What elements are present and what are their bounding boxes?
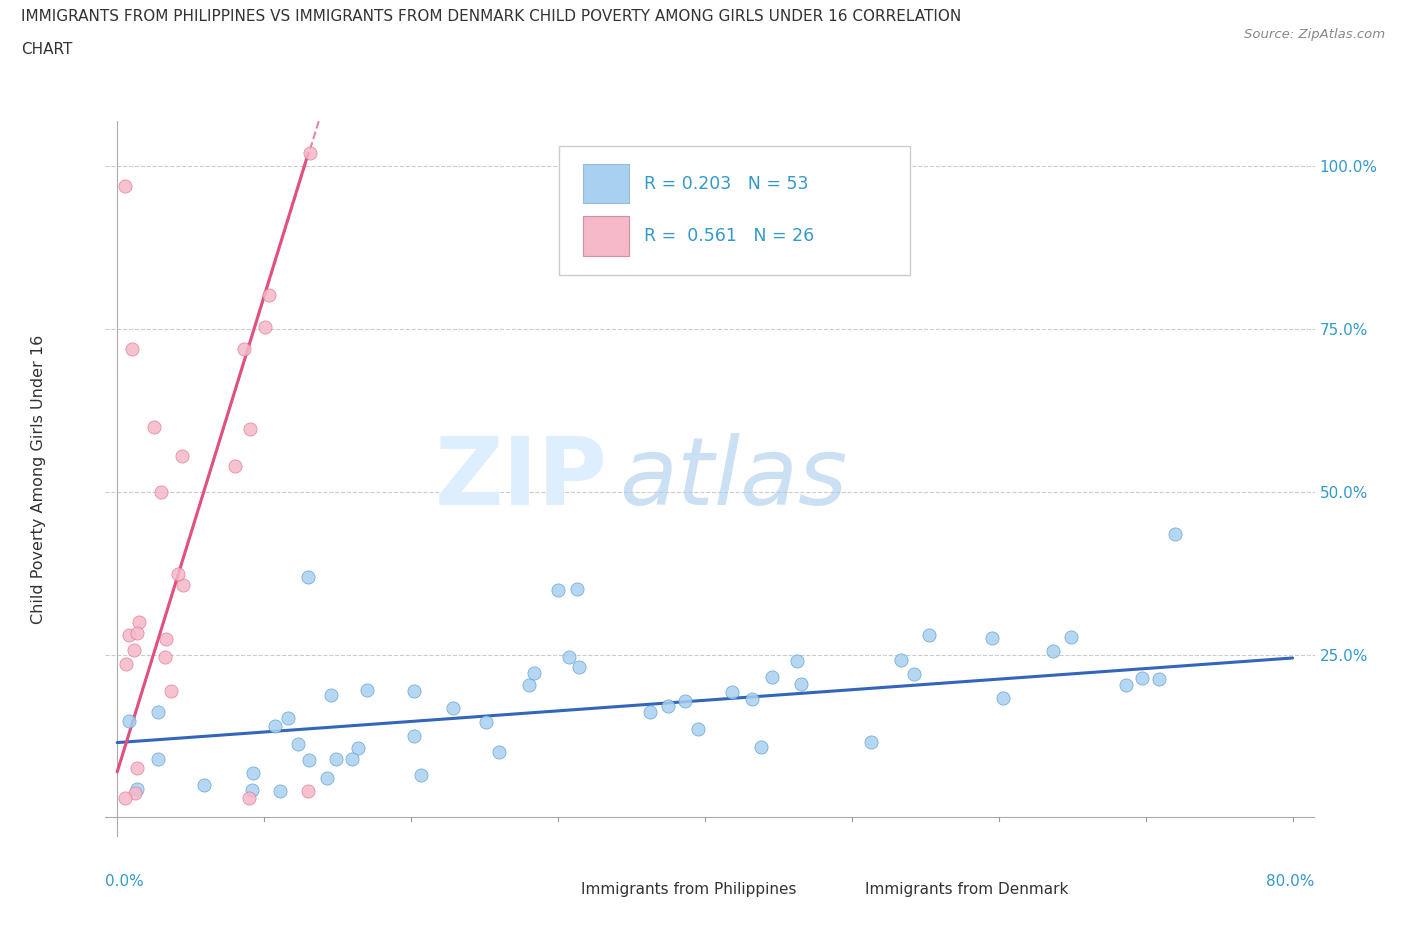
Point xyxy=(340,751,363,766)
Text: Immigrants from Denmark: Immigrants from Denmark xyxy=(865,882,1069,897)
Point xyxy=(1115,678,1137,693)
Point xyxy=(786,654,808,669)
Point xyxy=(993,690,1015,705)
Point xyxy=(155,650,177,665)
Point xyxy=(749,739,772,754)
Point xyxy=(254,320,277,335)
Point xyxy=(287,737,309,751)
Point xyxy=(523,666,546,681)
Point xyxy=(1147,671,1170,686)
Point xyxy=(1164,526,1187,541)
Text: CHART: CHART xyxy=(21,42,73,57)
Point xyxy=(118,713,141,728)
Point xyxy=(114,790,136,805)
Point xyxy=(441,700,464,715)
Point xyxy=(409,767,432,782)
Point xyxy=(114,179,136,193)
Text: R =  0.561   N = 26: R = 0.561 N = 26 xyxy=(644,227,814,246)
Point xyxy=(269,784,291,799)
Point xyxy=(142,419,165,434)
Point xyxy=(356,683,378,698)
Point xyxy=(146,751,169,766)
Point xyxy=(160,684,183,698)
Point xyxy=(321,688,343,703)
Point xyxy=(903,667,925,682)
Point xyxy=(257,288,280,303)
Point xyxy=(517,677,540,692)
Point xyxy=(790,677,813,692)
Point xyxy=(118,628,141,643)
Point xyxy=(224,458,246,473)
Point xyxy=(558,649,581,664)
Text: R = 0.203   N = 53: R = 0.203 N = 53 xyxy=(644,175,808,193)
Point xyxy=(325,751,347,766)
Text: Child Poverty Among Girls Under 16: Child Poverty Among Girls Under 16 xyxy=(31,334,46,624)
Text: atlas: atlas xyxy=(620,433,848,525)
Point xyxy=(741,692,763,707)
FancyBboxPatch shape xyxy=(583,164,628,204)
Point xyxy=(298,753,321,768)
Point xyxy=(146,705,169,720)
Point xyxy=(297,784,319,799)
Point xyxy=(1130,671,1153,685)
Point xyxy=(402,728,425,743)
Point xyxy=(565,581,588,596)
Point xyxy=(238,790,260,805)
Text: 0.0%: 0.0% xyxy=(105,874,145,889)
Point xyxy=(1060,630,1083,644)
Point xyxy=(125,782,148,797)
Point xyxy=(124,785,146,800)
FancyBboxPatch shape xyxy=(560,146,910,275)
Point xyxy=(657,698,679,713)
Point xyxy=(264,719,287,734)
Point xyxy=(673,694,696,709)
Point xyxy=(242,766,264,781)
Text: 80.0%: 80.0% xyxy=(1267,874,1315,889)
Point xyxy=(980,631,1002,645)
Point xyxy=(761,670,783,684)
Point xyxy=(127,626,149,641)
Point xyxy=(233,341,256,356)
Point xyxy=(155,631,177,646)
Point xyxy=(638,704,661,719)
Point xyxy=(859,735,882,750)
Point xyxy=(193,777,215,792)
Point xyxy=(347,740,370,755)
Point xyxy=(917,628,939,643)
Point xyxy=(686,722,709,737)
Point xyxy=(127,761,149,776)
Point xyxy=(404,684,426,698)
Text: Source: ZipAtlas.com: Source: ZipAtlas.com xyxy=(1244,28,1385,41)
Point xyxy=(297,569,319,584)
Point xyxy=(277,711,299,725)
Point xyxy=(488,745,510,760)
Point xyxy=(172,578,194,592)
Text: ZIP: ZIP xyxy=(434,433,607,525)
Point xyxy=(170,448,193,463)
Point xyxy=(568,659,591,674)
Point xyxy=(316,771,339,786)
Point xyxy=(240,782,263,797)
Point xyxy=(1042,644,1064,658)
Point xyxy=(121,341,143,356)
Point xyxy=(299,146,322,161)
FancyBboxPatch shape xyxy=(583,216,628,256)
FancyBboxPatch shape xyxy=(825,879,855,900)
Point xyxy=(128,615,150,630)
Point xyxy=(547,582,569,597)
Text: IMMIGRANTS FROM PHILIPPINES VS IMMIGRANTS FROM DENMARK CHILD POVERTY AMONG GIRLS: IMMIGRANTS FROM PHILIPPINES VS IMMIGRANT… xyxy=(21,9,962,24)
Point xyxy=(475,715,498,730)
Point xyxy=(239,421,262,436)
FancyBboxPatch shape xyxy=(541,879,571,900)
Point xyxy=(122,643,145,658)
Text: Immigrants from Philippines: Immigrants from Philippines xyxy=(581,882,796,897)
Point xyxy=(150,485,173,499)
Point xyxy=(115,657,138,671)
Point xyxy=(167,566,190,581)
Point xyxy=(890,652,912,667)
Point xyxy=(721,684,744,699)
